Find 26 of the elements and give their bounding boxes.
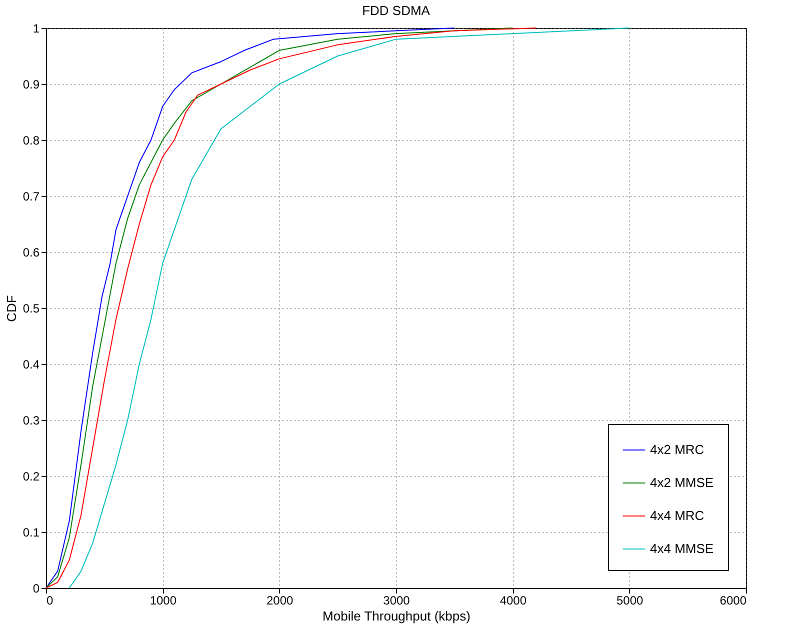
y-tick-label: 0.8 [22, 134, 40, 148]
x-tick-label: 6000 [720, 594, 747, 608]
x-tick-label: 4000 [500, 594, 527, 608]
y-tick-label: 0.9 [22, 78, 40, 92]
y-tick-label: 1 [32, 22, 40, 36]
y-tick-label: 0.3 [22, 414, 40, 428]
x-tick-label: 0 [46, 594, 54, 608]
y-axis-title: CDF [4, 295, 19, 322]
x-tick-label: 2000 [266, 594, 294, 608]
y-tick-label: 0.2 [22, 470, 40, 484]
y-tick-label: 0 [32, 582, 40, 596]
chart-title: FDD SDMA [362, 3, 430, 18]
legend-label: 4x4 MRC [650, 508, 704, 523]
x-axis-title: Mobile Throughput (kbps) [322, 608, 470, 624]
legend-label: 4x4 MMSE [650, 541, 714, 556]
y-tick-label: 0.4 [22, 358, 40, 372]
y-tick-label: 0.1 [22, 526, 40, 540]
y-tick-label: 0.7 [22, 190, 40, 204]
y-tick-label: 0.6 [22, 246, 40, 260]
x-tick-label: 1000 [150, 594, 177, 608]
y-tick-label: 0.5 [22, 302, 40, 316]
legend-label: 4x2 MMSE [650, 475, 714, 490]
legend-label: 4x2 MRC [650, 442, 704, 457]
line-series [68, 28, 630, 588]
x-tick-label: 3000 [383, 594, 410, 608]
x-tick-label: 5000 [616, 594, 644, 608]
